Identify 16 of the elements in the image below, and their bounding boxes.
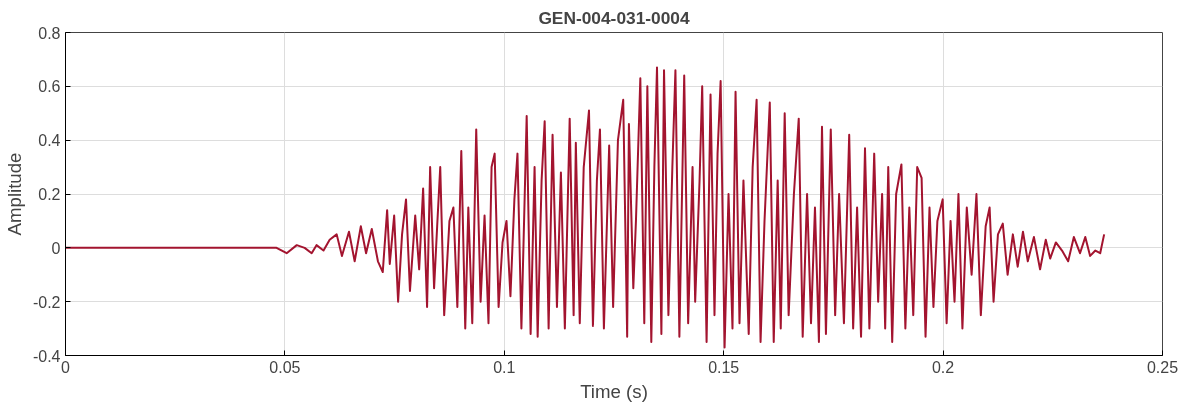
y-tick-label: 0.6 (38, 78, 61, 96)
x-tick-label: 0.15 (708, 358, 740, 376)
y-tick-label: -0.2 (32, 293, 61, 311)
x-tick-label: 0.1 (493, 358, 516, 376)
y-tick-label: 0.8 (38, 24, 61, 42)
y-tick-label: -0.4 (32, 347, 61, 365)
x-tick-label: 0.05 (269, 358, 301, 376)
y-tick-label: 0.2 (38, 186, 61, 203)
x-tick-label: 0.25 (1146, 358, 1179, 376)
y-axis-title: Amplitude (3, 152, 25, 236)
chart-title: GEN-004-031-0004 (538, 7, 690, 28)
y-tick-label: 0 (51, 239, 61, 257)
x-tick-label: 0.2 (931, 358, 955, 376)
y-tick-label: 0.4 (38, 132, 61, 150)
x-axis-title: Time (s) (580, 380, 648, 402)
line-series (65, 66, 1106, 349)
